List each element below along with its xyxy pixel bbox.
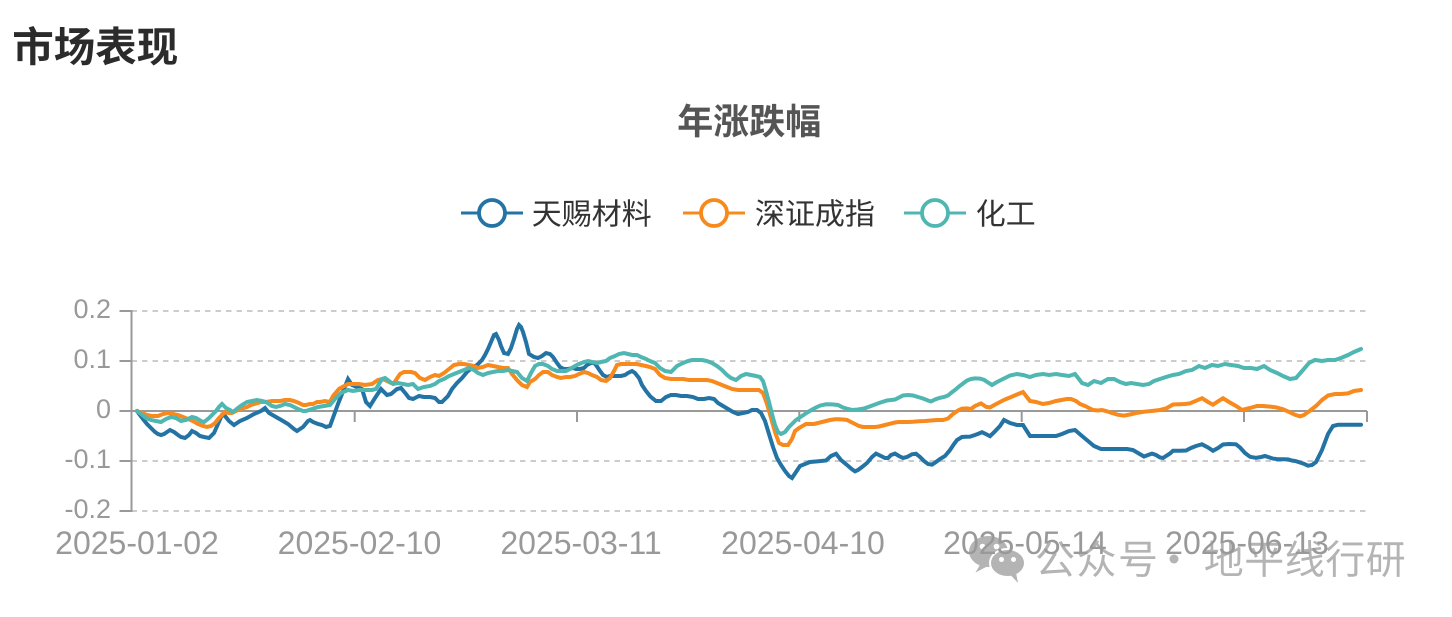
svg-text:0: 0 [96,394,111,424]
svg-text:2025-02-10: 2025-02-10 [278,525,442,561]
svg-text:0.2: 0.2 [73,294,111,324]
svg-text:2025-04-10: 2025-04-10 [721,525,885,561]
svg-text:2025-05-14: 2025-05-14 [943,525,1107,561]
svg-text:2025-06-13: 2025-06-13 [1165,525,1329,561]
svg-text:-0.1: -0.1 [64,444,111,474]
svg-text:2025-03-11: 2025-03-11 [500,525,661,561]
svg-text:-0.2: -0.2 [64,494,111,524]
svg-text:0.1: 0.1 [73,344,111,374]
svg-text:2025-01-02: 2025-01-02 [55,525,219,561]
